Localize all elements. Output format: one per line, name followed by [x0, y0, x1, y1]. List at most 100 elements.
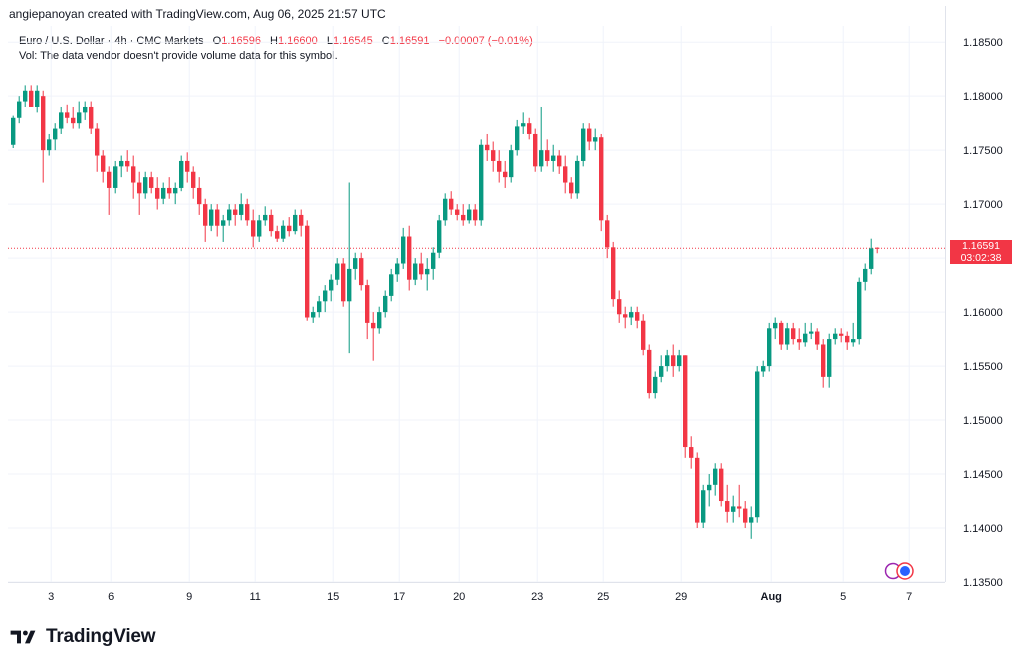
- candle-body: [287, 225, 292, 232]
- candle-body: [125, 160, 130, 167]
- candle-body: [11, 117, 16, 145]
- open-value: 1.16596: [221, 35, 261, 47]
- x-tick-label: 29: [675, 591, 687, 603]
- x-tick-label: 15: [327, 591, 339, 603]
- candle-body: [299, 214, 304, 226]
- candle-body: [107, 171, 112, 188]
- candle-body: [593, 137, 598, 142]
- candle-body: [35, 90, 40, 107]
- close-label: C: [381, 35, 390, 47]
- candle-body: [833, 333, 838, 340]
- candle-body: [713, 468, 718, 485]
- candle-body: [263, 214, 268, 221]
- candle-body: [767, 328, 772, 367]
- x-tick-label: 6: [108, 591, 114, 603]
- candle-body: [623, 314, 628, 318]
- candle-body: [29, 90, 34, 107]
- candle-body: [437, 220, 442, 253]
- y-tick-label: 1.17000: [963, 199, 1003, 211]
- y-tick-label: 1.15000: [963, 415, 1003, 427]
- candle-body: [323, 290, 328, 302]
- candle-body: [635, 312, 640, 321]
- y-tick-label: 1.18500: [963, 37, 1003, 49]
- candle-body: [95, 128, 100, 156]
- open-label: O: [212, 35, 222, 47]
- x-tick-label: 7: [906, 591, 912, 603]
- candle-body: [59, 112, 64, 129]
- candle-body: [665, 355, 670, 367]
- candle-body: [785, 328, 790, 345]
- candle-body: [587, 128, 592, 142]
- candle-body: [725, 501, 730, 512]
- candle-body: [791, 328, 796, 340]
- x-tick-label: 3: [48, 591, 54, 603]
- candle-body: [611, 247, 616, 300]
- bar-countdown: 03:02:38: [960, 252, 1002, 265]
- candle-body: [695, 457, 700, 523]
- low-label: L: [326, 35, 333, 47]
- candle-body: [101, 155, 106, 172]
- candle-body: [257, 220, 262, 237]
- candle-body: [17, 101, 22, 118]
- candle-body: [149, 177, 154, 188]
- candle-body: [545, 150, 550, 161]
- candle-body: [629, 312, 634, 318]
- candle-body: [581, 128, 586, 161]
- candle-body: [251, 220, 256, 237]
- candle-body: [47, 139, 52, 151]
- candle-body: [815, 331, 820, 345]
- candle-body: [23, 90, 28, 102]
- candle-body: [53, 128, 58, 140]
- candle-body: [221, 220, 226, 226]
- candle-body: [161, 187, 166, 199]
- candle-body: [377, 312, 382, 329]
- candle-body: [539, 150, 544, 167]
- candle-body: [215, 209, 220, 226]
- y-tick-label: 1.16000: [963, 307, 1003, 319]
- tradingview-logo[interactable]: TradingView: [10, 626, 156, 648]
- candle-body: [875, 247, 880, 249]
- candle-body: [293, 214, 298, 232]
- candle-body: [245, 204, 250, 221]
- candle-body: [575, 160, 580, 194]
- candle-body: [749, 517, 754, 523]
- candle-body: [137, 182, 142, 194]
- event-icons[interactable]: [883, 561, 919, 581]
- candle-body: [527, 123, 532, 134]
- candle-body: [41, 96, 46, 151]
- candle-body: [533, 133, 538, 167]
- candle-body: [647, 349, 652, 394]
- candle-body: [515, 126, 520, 151]
- candle-body: [83, 106, 88, 113]
- candle-body: [839, 333, 844, 336]
- y-tick-label: 1.18000: [963, 91, 1003, 103]
- candle-body: [731, 506, 736, 512]
- candle-body: [569, 182, 574, 194]
- candle-body: [803, 333, 808, 343]
- candle-body: [197, 187, 202, 205]
- tv-logo-icon: [10, 630, 36, 644]
- candle-body: [653, 376, 658, 394]
- candle-body: [719, 468, 724, 502]
- candle-body: [275, 231, 280, 239]
- candle-body: [737, 506, 742, 509]
- change-value: −0.00007 (−0.01%): [438, 35, 533, 47]
- low-value: 1.16545: [332, 35, 373, 47]
- last-price-tag: 1.16591 03:02:38: [950, 240, 1012, 265]
- candle-body: [743, 508, 748, 523]
- candle-body: [203, 204, 208, 226]
- candle-body: [305, 225, 310, 318]
- candle-body: [419, 263, 424, 275]
- candle-body: [233, 209, 238, 215]
- candle-body: [329, 279, 334, 291]
- candle-body: [797, 339, 802, 343]
- candle-body: [845, 335, 850, 343]
- candle-body: [269, 214, 274, 232]
- candle-body: [413, 263, 418, 280]
- candle-body: [335, 263, 340, 280]
- candle-body: [761, 366, 766, 372]
- candle-body: [509, 150, 514, 178]
- candle-body: [227, 209, 232, 221]
